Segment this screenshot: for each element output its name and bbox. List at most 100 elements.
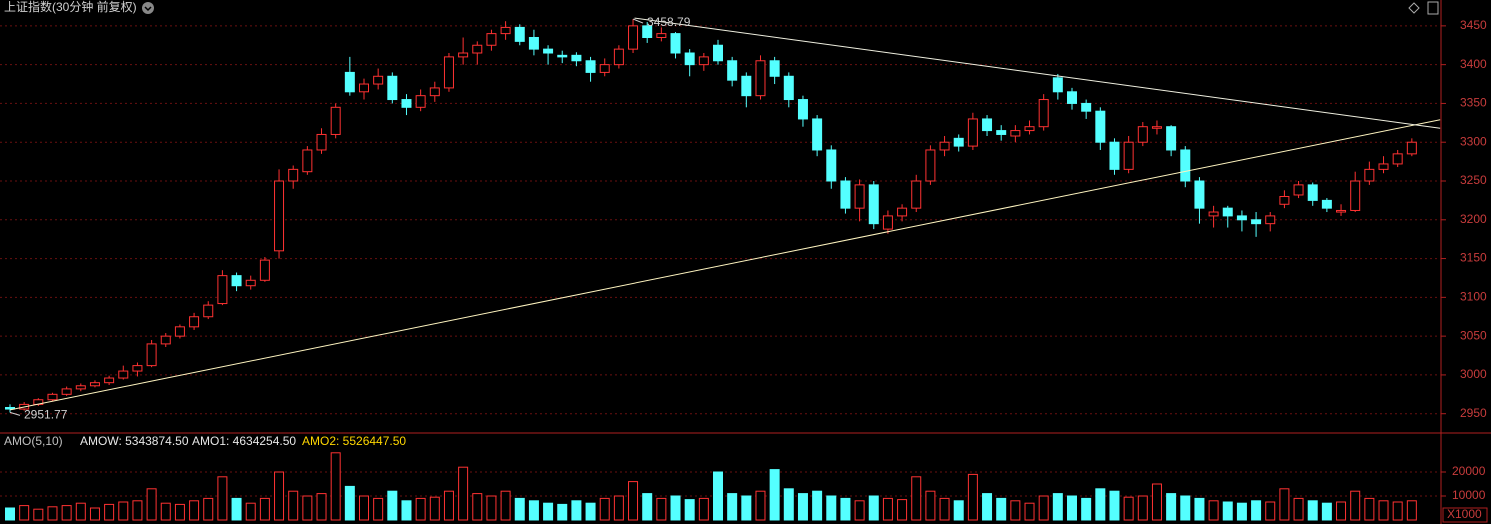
volume-bar xyxy=(514,497,525,521)
volume-bar xyxy=(1194,497,1205,521)
volume-bar xyxy=(19,505,30,521)
volume-bar xyxy=(203,497,214,521)
candle-body xyxy=(727,60,738,81)
diamond-icon[interactable] xyxy=(1408,2,1420,14)
volume-bar xyxy=(840,497,851,521)
candle-body xyxy=(1406,141,1417,155)
volume-bar xyxy=(1081,497,1092,521)
volume-bar xyxy=(1010,500,1021,521)
candle-body xyxy=(755,60,766,97)
y-tick-label: 20000 xyxy=(1452,464,1486,478)
candle-body xyxy=(911,180,922,209)
dropdown-icon[interactable] xyxy=(142,2,154,14)
candle-body xyxy=(826,149,837,182)
candle-body xyxy=(89,382,100,387)
volume-bar xyxy=(359,495,369,521)
volume-bar xyxy=(925,490,936,521)
candle-body xyxy=(401,99,412,108)
volume-bar xyxy=(429,496,440,521)
panel-icon[interactable] xyxy=(1427,1,1439,15)
volume-bar xyxy=(288,490,299,521)
candle-body xyxy=(1293,184,1304,196)
volume-bar xyxy=(698,497,709,521)
volume-bar xyxy=(684,499,695,521)
y-tick-label: 3300 xyxy=(1460,134,1487,148)
volume-bar xyxy=(868,495,879,521)
candle-body xyxy=(1166,126,1177,151)
candle-body xyxy=(458,52,469,58)
volume-bar xyxy=(160,502,171,521)
candle-body xyxy=(330,106,341,135)
candle-body xyxy=(670,33,681,54)
candle-body xyxy=(1364,168,1375,182)
candle-body xyxy=(160,335,171,345)
volume-bar xyxy=(373,497,384,521)
candle-body xyxy=(61,388,72,395)
candle-body xyxy=(1265,215,1276,225)
volume-bar xyxy=(1364,497,1375,521)
y-tick-label: 3450 xyxy=(1460,18,1487,32)
volume-bar xyxy=(1038,495,1049,521)
candle-body xyxy=(1123,141,1134,170)
candle-body xyxy=(1137,126,1148,143)
candle-body xyxy=(344,71,355,93)
volume-bar xyxy=(528,500,539,521)
candle-body xyxy=(585,60,596,73)
candle-body xyxy=(1180,149,1191,182)
candle-body xyxy=(557,54,568,58)
volume-bar xyxy=(274,471,285,521)
candle-body xyxy=(769,60,780,77)
volume-bar xyxy=(1166,493,1177,521)
candle-body xyxy=(571,54,582,62)
dropdown-arrow xyxy=(144,6,152,12)
volume-bar xyxy=(769,469,780,521)
candle-body xyxy=(104,377,115,384)
volume-bar xyxy=(245,502,256,521)
volume-bar xyxy=(1109,490,1120,521)
volume-bar xyxy=(713,471,723,521)
volume-bar xyxy=(812,490,823,521)
unit-box xyxy=(1442,507,1488,523)
y-tick-label: 3100 xyxy=(1460,290,1487,304)
candle-body xyxy=(840,180,851,209)
candle-body xyxy=(528,36,539,50)
y-tick-label: 2950 xyxy=(1460,406,1487,420)
candle-body xyxy=(1321,199,1332,209)
candle-body xyxy=(925,149,936,182)
volume-bar xyxy=(1180,495,1191,521)
volume-bar xyxy=(231,497,242,521)
candle-body xyxy=(415,95,426,108)
y-tick-label: 3150 xyxy=(1460,251,1487,265)
candle-body xyxy=(316,133,327,151)
candle-body xyxy=(868,184,879,225)
trend-line xyxy=(634,17,1441,129)
volume-bar xyxy=(953,500,964,521)
candle-body xyxy=(1038,99,1049,128)
candle-body xyxy=(982,118,993,132)
volume-bar xyxy=(967,473,978,521)
indicator-value: AMO2: 5526447.50 xyxy=(302,434,406,448)
candle-body xyxy=(1392,153,1403,165)
volume-bar xyxy=(387,490,398,521)
volume-bar xyxy=(1378,500,1389,521)
candle-body xyxy=(472,44,483,54)
volume-bar xyxy=(911,476,922,521)
candle-body xyxy=(274,180,285,252)
volume-bar xyxy=(613,495,624,521)
volume-bar xyxy=(741,495,752,521)
candle-body xyxy=(939,141,950,151)
candle-body xyxy=(75,385,86,390)
candle-body xyxy=(1236,215,1247,221)
volume-bar xyxy=(174,503,185,521)
volume-bar xyxy=(642,493,653,521)
volume-bar xyxy=(557,503,568,521)
candle-body xyxy=(245,279,256,287)
candle-body xyxy=(953,137,964,147)
annotation-pointer xyxy=(632,18,644,24)
volume-bar xyxy=(585,502,596,521)
volume-bar xyxy=(1208,500,1219,521)
volume-bar xyxy=(543,502,554,521)
volume-bar xyxy=(982,493,993,521)
